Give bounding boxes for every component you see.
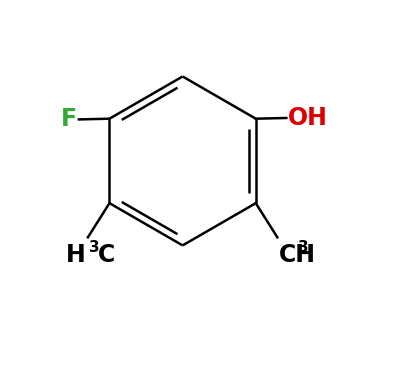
Text: OH: OH [288,106,328,130]
Text: C: C [98,243,115,267]
Text: F: F [61,107,77,131]
Text: CH: CH [279,243,316,267]
Text: 3: 3 [89,240,100,255]
Text: H: H [66,243,86,267]
Text: 3: 3 [298,240,309,255]
